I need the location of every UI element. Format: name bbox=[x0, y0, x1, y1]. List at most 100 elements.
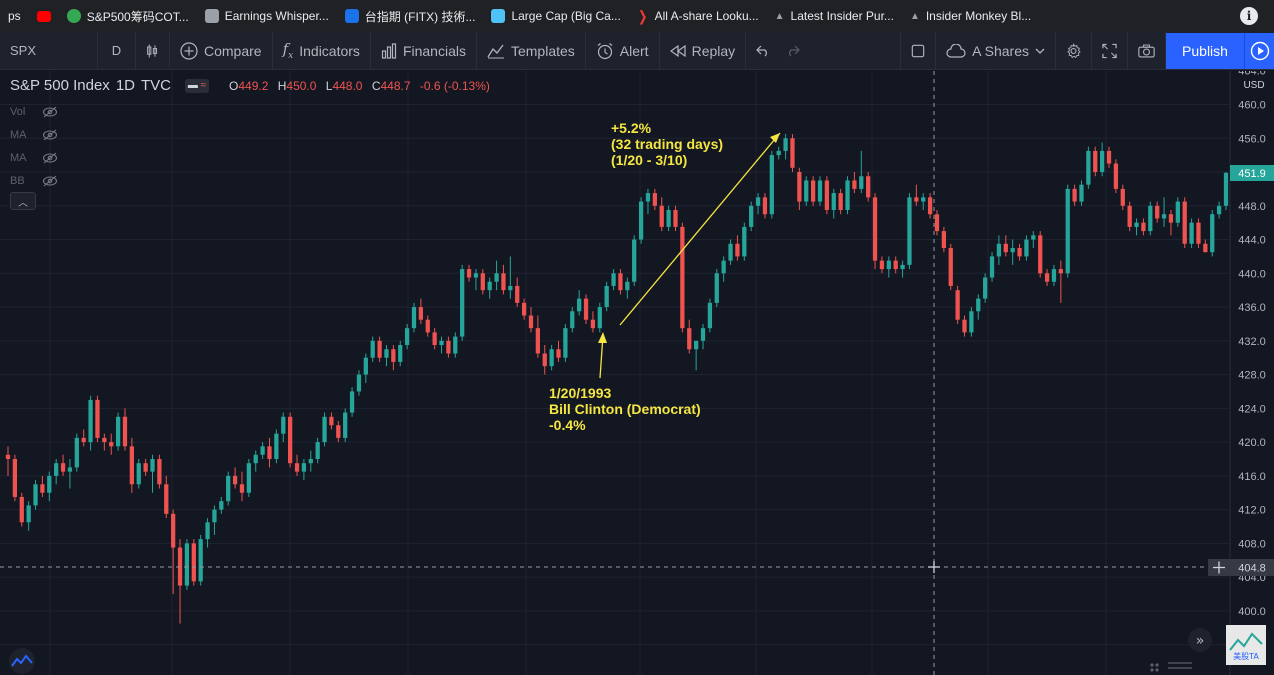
undo-icon[interactable] bbox=[756, 45, 770, 57]
layout-button[interactable] bbox=[900, 32, 937, 70]
candle-body bbox=[1044, 273, 1050, 282]
candle-body bbox=[294, 463, 300, 472]
alert-button[interactable]: Alert bbox=[586, 31, 660, 70]
rally-arrow-line bbox=[619, 132, 781, 326]
candle-body bbox=[19, 496, 24, 523]
candle-body bbox=[274, 433, 279, 459]
candle bbox=[845, 176, 850, 215]
price-tick-label: 428.0 bbox=[1238, 370, 1266, 382]
candle bbox=[1072, 184, 1077, 206]
candle-body bbox=[12, 458, 18, 497]
eye-off-icon[interactable] bbox=[42, 106, 58, 118]
open-value: 449.2 bbox=[238, 78, 269, 93]
chart-type-button[interactable] bbox=[136, 31, 170, 70]
gear-icon bbox=[1067, 43, 1081, 59]
replay-icon bbox=[669, 44, 686, 57]
collapse-indicators-button[interactable]: ︿ bbox=[10, 192, 36, 210]
settings-button[interactable] bbox=[1056, 32, 1092, 70]
candles-icon bbox=[147, 44, 158, 57]
bottom-handle-icon[interactable] bbox=[1150, 662, 1192, 672]
candle bbox=[191, 539, 196, 586]
symbol-name[interactable]: S&P 500 Index bbox=[10, 77, 110, 94]
candle-body bbox=[618, 273, 623, 291]
replay-button[interactable]: Replay bbox=[660, 31, 747, 70]
candle-body bbox=[1065, 188, 1070, 274]
bookmark-1[interactable] bbox=[29, 0, 59, 32]
inauguration-label-line3: -0.4% bbox=[549, 417, 586, 433]
symbol-search[interactable]: SPX bbox=[0, 31, 98, 70]
bookmark-8[interactable]: ▲ Insider Monkey Bl... bbox=[902, 0, 1039, 32]
watermark-text: 美股TA bbox=[1233, 651, 1259, 661]
indicator-ma-2[interactable]: MA bbox=[10, 146, 58, 169]
eye-off-icon[interactable] bbox=[42, 175, 58, 187]
indicator-label: MA bbox=[10, 128, 27, 141]
candle-body bbox=[645, 193, 651, 202]
candle-body bbox=[232, 475, 238, 485]
site-icon bbox=[204, 9, 219, 23]
candle-body bbox=[40, 484, 45, 493]
shares-button[interactable]: A Shares bbox=[936, 32, 1056, 70]
candle-body bbox=[67, 467, 73, 472]
candle bbox=[755, 193, 761, 215]
tradingview-logo[interactable] bbox=[9, 648, 35, 674]
candle-body bbox=[921, 197, 926, 202]
candle bbox=[618, 269, 623, 295]
info-icon[interactable]: i bbox=[1240, 7, 1258, 25]
candle bbox=[556, 340, 561, 362]
bookmark-5[interactable]: Large Cap (Big Ca... bbox=[483, 0, 628, 32]
candle-body bbox=[418, 307, 424, 320]
snapshot-button[interactable] bbox=[1128, 32, 1166, 70]
publish-button[interactable]: Publish bbox=[1166, 33, 1244, 69]
candle-body bbox=[528, 315, 534, 329]
candle-body bbox=[446, 340, 451, 354]
chart-legend: S&P 500 Index 1D TVC ▬ ≈ O449.2 H450.0 L… bbox=[10, 77, 496, 94]
indicators-button[interactable]: fx Indicators bbox=[273, 31, 371, 70]
candle-body bbox=[260, 446, 265, 455]
price-tick-label: 436.0 bbox=[1238, 302, 1266, 314]
eye-off-icon[interactable] bbox=[42, 152, 58, 164]
interval-button[interactable]: D bbox=[98, 31, 136, 70]
candle bbox=[267, 437, 272, 468]
candle-body bbox=[694, 340, 699, 350]
redo-icon[interactable] bbox=[786, 45, 801, 57]
eye-off-icon[interactable] bbox=[42, 129, 58, 141]
legend-toggle-button[interactable]: ▬ ≈ bbox=[185, 78, 209, 93]
function-icon: fx bbox=[282, 40, 294, 61]
indicator-vol[interactable]: Vol bbox=[10, 100, 58, 123]
bookmark-0[interactable]: ps bbox=[0, 0, 29, 32]
fullscreen-icon bbox=[1102, 43, 1117, 59]
chevron-down-icon bbox=[1035, 48, 1045, 54]
candle-body bbox=[212, 509, 217, 523]
bookmark-4[interactable]: 台指期 (FITX) 技術... bbox=[337, 0, 484, 32]
candle-body bbox=[308, 458, 313, 464]
candle bbox=[54, 458, 59, 485]
bookmark-6[interactable]: ❭ All A-share Looku... bbox=[629, 0, 767, 32]
price-chart[interactable]: +5.2% (32 trading days) (1/20 - 3/10) 1/… bbox=[0, 71, 1274, 675]
candle bbox=[150, 454, 155, 493]
candle bbox=[714, 269, 719, 308]
templates-button[interactable]: Templates bbox=[477, 31, 586, 70]
candle-body bbox=[1196, 222, 1201, 244]
scroll-right-button[interactable]: » bbox=[1188, 628, 1212, 652]
candle bbox=[1182, 197, 1187, 248]
fullscreen-button[interactable] bbox=[1092, 32, 1128, 70]
bookmark-label: 台指期 (FITX) 技術... bbox=[364, 9, 476, 24]
candle-body bbox=[1155, 205, 1160, 219]
bookmark-7[interactable]: ▲ Latest Insider Pur... bbox=[767, 0, 902, 32]
indicator-ma[interactable]: MA bbox=[10, 123, 58, 146]
bookmark-2[interactable]: S&P500筹码COT... bbox=[59, 0, 197, 32]
candle-body bbox=[1113, 163, 1119, 189]
candle bbox=[783, 134, 788, 160]
bookmark-label: Earnings Whisper... bbox=[224, 9, 329, 23]
candle bbox=[253, 450, 258, 472]
play-button[interactable] bbox=[1244, 33, 1274, 69]
bookmark-3[interactable]: Earnings Whisper... bbox=[197, 0, 337, 32]
candle-body bbox=[109, 442, 114, 447]
candle bbox=[418, 298, 424, 324]
compare-button[interactable]: Compare bbox=[170, 31, 273, 70]
candle bbox=[494, 260, 499, 291]
candle bbox=[728, 239, 733, 265]
last-price-tag bbox=[1230, 165, 1274, 181]
financials-button[interactable]: Financials bbox=[371, 31, 477, 70]
indicator-bb[interactable]: BB bbox=[10, 169, 58, 192]
